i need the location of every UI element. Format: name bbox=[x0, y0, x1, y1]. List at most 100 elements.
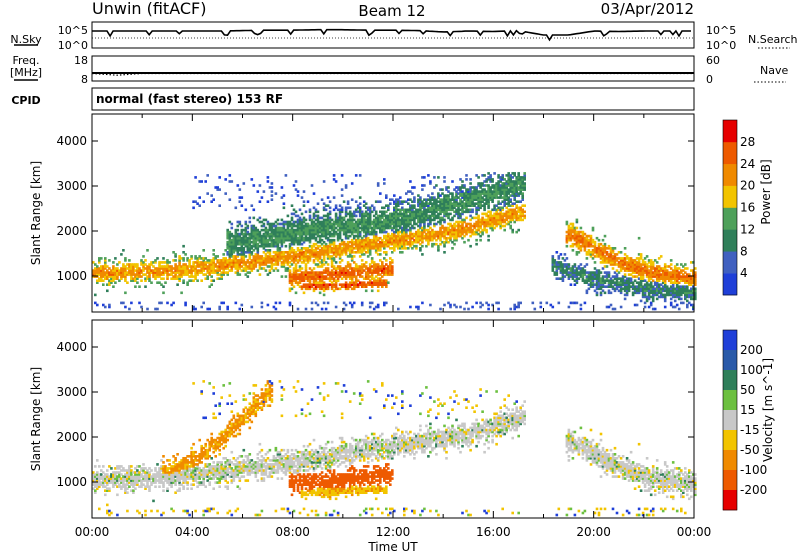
data-cell bbox=[401, 247, 404, 250]
data-cell bbox=[316, 210, 320, 214]
data-cell bbox=[238, 265, 242, 268]
data-cell bbox=[405, 236, 408, 240]
data-cell bbox=[316, 251, 320, 254]
data-cell bbox=[411, 234, 414, 238]
data-cell bbox=[437, 176, 440, 179]
data-cell bbox=[116, 267, 119, 270]
data-cell bbox=[417, 214, 420, 218]
data-cell bbox=[497, 214, 500, 218]
data-cell bbox=[302, 226, 306, 230]
data-cell bbox=[379, 200, 382, 203]
data-cell bbox=[423, 222, 426, 226]
data-cell bbox=[302, 204, 306, 207]
data-cell bbox=[316, 271, 320, 274]
cpid-panel: CPID normal (fast stereo) 153 RF bbox=[11, 87, 695, 111]
noise-left-label: N.Sky bbox=[10, 33, 42, 46]
data-cell bbox=[443, 206, 446, 210]
data-cell bbox=[318, 255, 322, 258]
data-cell bbox=[178, 275, 181, 278]
data-cell bbox=[194, 277, 197, 280]
data-cell bbox=[643, 257, 647, 260]
data-cell bbox=[354, 234, 358, 238]
data-cell bbox=[607, 275, 611, 278]
data-cell bbox=[421, 240, 424, 244]
data-cell bbox=[447, 236, 450, 240]
data-cell bbox=[138, 301, 141, 305]
data-cell bbox=[393, 208, 396, 212]
data-cell bbox=[360, 240, 364, 244]
data-cell bbox=[517, 218, 520, 222]
data-cell bbox=[230, 265, 234, 268]
data-cell bbox=[519, 178, 522, 181]
data-cell bbox=[292, 273, 296, 276]
data-cell bbox=[401, 236, 404, 240]
data-cell bbox=[238, 307, 242, 311]
data-cell bbox=[573, 234, 577, 238]
data-cell bbox=[348, 224, 352, 228]
data-cell bbox=[158, 271, 161, 274]
data-cell bbox=[318, 283, 322, 286]
data-cell bbox=[471, 202, 474, 205]
data-cell bbox=[278, 232, 282, 236]
data-cell bbox=[230, 261, 234, 264]
data-cell bbox=[615, 275, 619, 278]
data-cell bbox=[611, 263, 615, 266]
data-cell bbox=[292, 275, 296, 278]
data-cell bbox=[234, 265, 238, 268]
data-cell bbox=[102, 275, 105, 278]
beam-title: Beam 12 bbox=[358, 2, 425, 20]
data-cell bbox=[475, 194, 478, 197]
data-cell bbox=[228, 238, 232, 242]
data-cell bbox=[475, 242, 478, 246]
data-cell bbox=[441, 226, 444, 230]
data-cell bbox=[354, 210, 358, 214]
data-cell bbox=[611, 255, 615, 258]
data-cell bbox=[340, 283, 344, 286]
data-cell bbox=[499, 186, 502, 189]
data-cell bbox=[397, 222, 400, 226]
data-cell bbox=[417, 220, 420, 224]
data-cell bbox=[397, 238, 400, 242]
data-cell bbox=[318, 271, 322, 274]
data-cell bbox=[234, 228, 238, 232]
data-cell bbox=[188, 261, 191, 264]
data-cell bbox=[419, 208, 422, 212]
data-cell bbox=[264, 228, 268, 232]
data-cell bbox=[461, 226, 464, 230]
data-cell bbox=[294, 281, 298, 284]
data-cell bbox=[415, 210, 418, 214]
data-cell bbox=[242, 257, 246, 260]
data-cell bbox=[505, 182, 508, 185]
data-cell bbox=[497, 184, 500, 187]
data-cell bbox=[332, 265, 336, 268]
data-cell bbox=[348, 234, 352, 238]
data-cell bbox=[467, 192, 470, 195]
data-cell bbox=[645, 269, 649, 272]
data-cell bbox=[368, 271, 372, 274]
data-cell bbox=[469, 226, 472, 230]
data-cell bbox=[344, 283, 348, 286]
data-cell bbox=[487, 210, 490, 214]
data-cell bbox=[413, 234, 416, 238]
data-cell bbox=[607, 289, 611, 293]
data-cell bbox=[300, 279, 304, 282]
data-cell bbox=[286, 220, 290, 224]
data-cell bbox=[519, 180, 522, 183]
data-cell bbox=[465, 200, 468, 203]
data-cell bbox=[306, 287, 310, 291]
data-cell bbox=[603, 255, 607, 258]
data-cell bbox=[511, 186, 514, 189]
data-cell bbox=[362, 277, 366, 280]
data-cell bbox=[246, 261, 250, 264]
data-cell bbox=[274, 307, 278, 311]
data-cell bbox=[310, 269, 314, 272]
data-cell bbox=[609, 259, 613, 262]
data-cell bbox=[493, 204, 496, 207]
data-cell bbox=[166, 273, 169, 276]
data-cell bbox=[661, 289, 665, 293]
data-cell bbox=[571, 236, 575, 240]
data-cell bbox=[222, 257, 225, 260]
data-cell bbox=[573, 265, 577, 268]
data-cell bbox=[645, 267, 649, 270]
data-cell bbox=[358, 238, 362, 242]
